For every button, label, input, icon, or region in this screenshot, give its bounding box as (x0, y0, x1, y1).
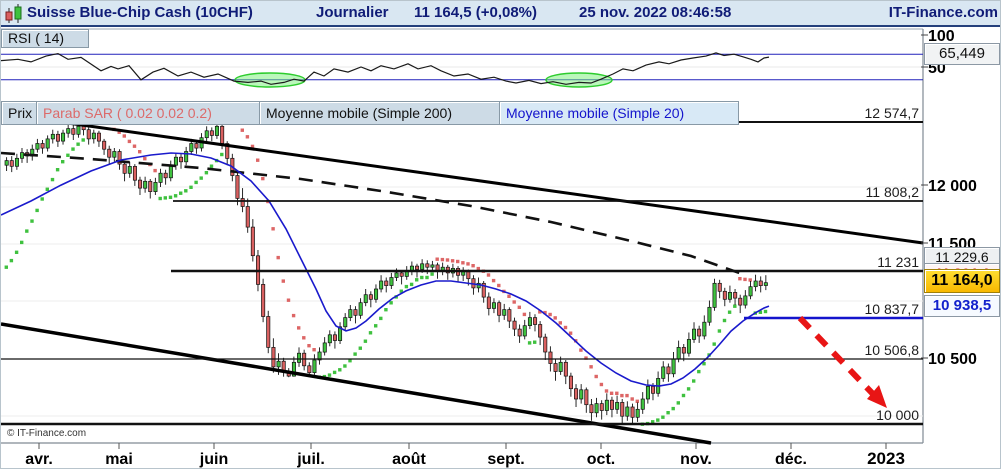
rsi-axis-100: 100 (928, 28, 955, 45)
copyright-watermark: © IT-Finance.com (5, 428, 89, 439)
hline-label-10000: 10 000 (876, 407, 919, 423)
tab-parabolic-sar[interactable]: Parab SAR ( 0.02 0.02 0.2) (36, 101, 260, 125)
rsi-last-value-box: 65,449 (924, 43, 1000, 65)
price-axis-10500: 10 500 (928, 351, 977, 368)
tab-moving-average-200[interactable]: Moyenne mobile (Simple 200) (259, 101, 500, 125)
datetime-label: 25 nov. 2022 08:46:58 (579, 4, 732, 21)
brand-logo-text: IT-Finance.com (888, 4, 998, 21)
month-label-dec: déc. (775, 451, 807, 468)
time-axis: avr. mai juin juil. août sept. oct. nov.… (25, 443, 905, 468)
instrument-title: Suisse Blue-Chip Cash (10CHF) (27, 4, 253, 21)
month-label-nov: nov. (680, 451, 712, 468)
hline-label-12574: 12 574,7 (865, 105, 920, 121)
hline-label-10506: 10 506,8 (865, 342, 920, 358)
timeframe-label: Journalier (316, 4, 389, 21)
tab-moving-average-20[interactable]: Moyenne mobile (Simple 20) (499, 101, 739, 125)
last-quote-and-change: 11 164,5 (+0,08%) (414, 4, 538, 21)
last-price-value-box: 11 164,0 (924, 269, 1000, 293)
month-label-sept: sept. (487, 451, 524, 468)
year-label-2023: 2023 (867, 449, 905, 468)
hline-label-10837: 10 837,7 (865, 301, 920, 317)
month-label-avr: avr. (25, 451, 53, 468)
month-label-oct: oct. (587, 451, 615, 468)
month-label-aout: août (392, 451, 426, 468)
price-axis-12000: 12 000 (928, 178, 977, 195)
ma200-value-box: 11 229,6 (924, 247, 1000, 268)
tab-price-series[interactable]: Prix (1, 101, 37, 125)
hline-label-11808: 11 808,2 (866, 184, 920, 200)
candlestick-icon (5, 4, 22, 23)
month-label-mai: mai (105, 451, 133, 468)
ma20-value-box: 10 938,5 (924, 295, 1000, 317)
tab-rsi-indicator[interactable]: RSI ( 14) (1, 29, 89, 48)
header-bar: Suisse Blue-Chip Cash (10CHF) Journalier… (1, 1, 1000, 27)
month-label-juin: juin (199, 451, 228, 468)
month-label-juil: juil. (296, 451, 325, 468)
hline-label-11231: 11 231 (877, 254, 919, 270)
